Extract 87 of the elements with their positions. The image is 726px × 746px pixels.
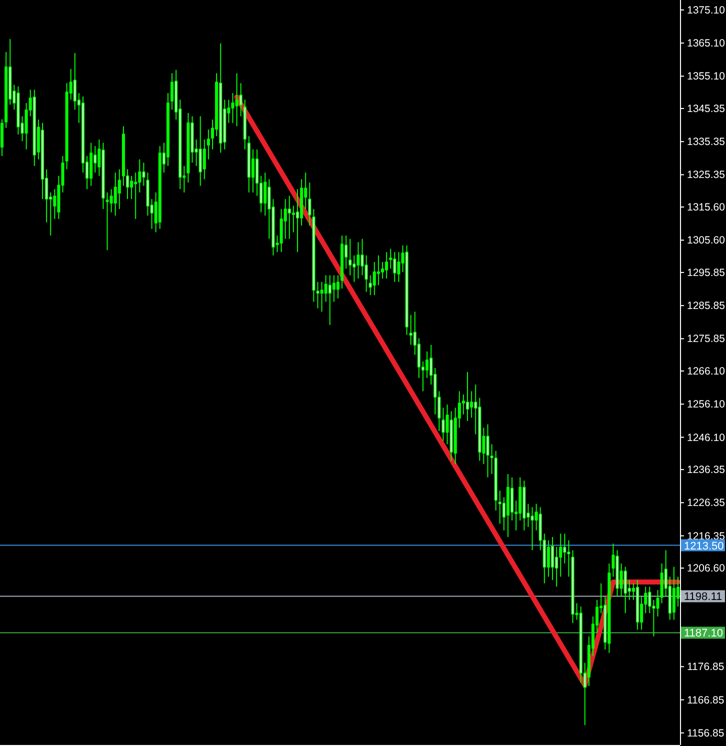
candlestick: [510, 476, 514, 521]
y-tick-label: 1325.35: [687, 169, 726, 182]
y-tick-label: 1305.60: [687, 234, 726, 247]
candlestick: [567, 540, 570, 578]
y-tick-label: 1166.85: [687, 694, 724, 706]
candlestick: [672, 566, 676, 620]
candlestick: [648, 586, 652, 614]
y-tick-label: 1375.10: [687, 4, 726, 16]
candlestick: [0, 118, 4, 157]
candlestick: [470, 390, 474, 418]
candlestick: [397, 252, 400, 282]
candlestick: [336, 274, 340, 299]
y-tick-label: 1315.60: [687, 202, 726, 214]
candlestick: [320, 281, 324, 312]
y-tick-label: 1355.10: [687, 70, 726, 83]
candlestick: [555, 546, 558, 588]
candlestick: [142, 162, 146, 186]
y-tick-label: 1345.35: [687, 102, 726, 115]
y-tick-label: 1236.35: [687, 464, 726, 476]
candlestick: [356, 242, 360, 280]
candlestick: [73, 52, 76, 110]
candlestick: [170, 72, 174, 110]
candlestick: [348, 238, 352, 276]
candlestick: [442, 407, 445, 442]
candlestick: [426, 350, 429, 378]
candlestick: [316, 281, 320, 309]
candlestick: [352, 254, 356, 282]
candlestick: [498, 490, 502, 524]
candlestick: [206, 129, 210, 160]
candlestick: [130, 175, 134, 200]
ref-line-label: 1198.11: [684, 591, 722, 604]
candlestick: [324, 274, 328, 302]
candlestick: [106, 192, 109, 251]
candlestick: [332, 274, 336, 302]
y-tick-label: 1256.10: [687, 398, 726, 411]
candlestick: [559, 533, 562, 578]
ref-line-label: 1187.10: [684, 628, 723, 640]
candlestick: [372, 262, 376, 296]
candlestick: [138, 158, 142, 193]
candlestick: [385, 252, 388, 280]
candlestick: [134, 172, 138, 220]
candlestick: [284, 198, 287, 240]
candlestick: [110, 188, 113, 213]
candlestick: [114, 172, 117, 216]
y-tick-label: 1206.60: [687, 562, 726, 575]
candlestick: [656, 589, 660, 617]
candlestick: [308, 182, 312, 226]
y-tick-label: 1266.10: [687, 366, 726, 378]
candlestick: [466, 372, 470, 422]
y-tick-label: 1216.35: [687, 530, 726, 542]
candlestick: [376, 254, 380, 286]
y-tick-label: 1246.10: [687, 432, 726, 444]
candlestick: [624, 566, 627, 614]
candlestick: [118, 168, 121, 210]
candlestick: [380, 262, 384, 280]
candlestick: [486, 424, 490, 478]
candlestick: [292, 205, 295, 233]
y-tick-label: 1275.85: [687, 333, 726, 346]
y-tick-label: 1365.10: [687, 38, 726, 50]
candlestick: [563, 533, 566, 564]
candlestick: [202, 138, 206, 180]
candlestick: [53, 188, 56, 220]
candlestick: [198, 116, 202, 186]
candlestick: [530, 506, 534, 551]
candlestick: [550, 536, 554, 581]
candlestick: [462, 394, 465, 415]
candlestick: [546, 540, 550, 578]
ref-line-label: 1213.50: [684, 540, 724, 552]
candlestick: [360, 238, 364, 276]
candlestick: [389, 248, 392, 270]
candlestick: [364, 254, 368, 292]
candlestick: [264, 172, 267, 216]
y-tick-label: 1176.85: [687, 661, 724, 674]
candlestick: [368, 274, 372, 296]
candlestick: [409, 314, 412, 346]
candlestick: [239, 82, 242, 117]
candlestick: [235, 72, 238, 127]
candlestick: [231, 92, 234, 124]
candlestick: [296, 188, 300, 253]
y-tick-label: 1226.35: [687, 497, 726, 510]
y-tick-label: 1295.85: [687, 266, 726, 279]
candlestick: [288, 195, 291, 240]
y-tick-label: 1285.85: [687, 300, 726, 312]
candlestick: [328, 274, 332, 326]
candlestick: [393, 252, 396, 282]
y-tick-label: 1335.35: [687, 136, 726, 148]
y-tick-label: 1156.85: [687, 727, 724, 740]
